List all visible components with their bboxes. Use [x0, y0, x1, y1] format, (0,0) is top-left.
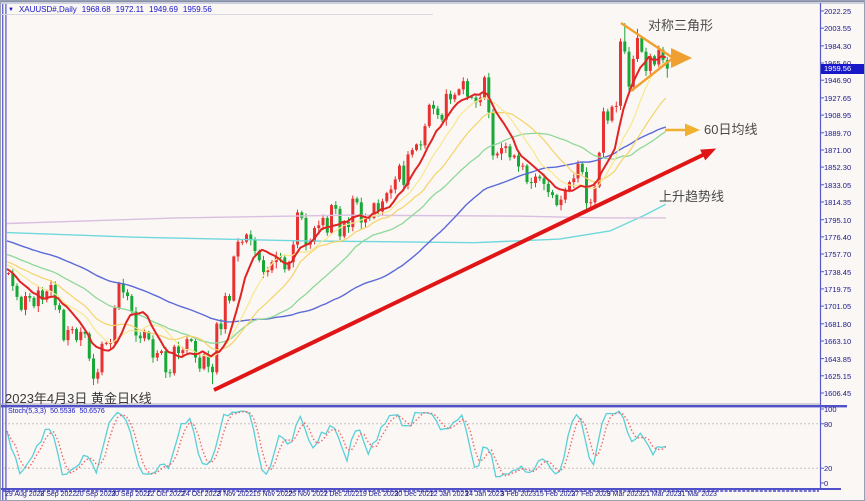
panel-splitter[interactable] — [1, 405, 847, 408]
price-axis-label: 1927.65 — [824, 93, 852, 103]
ma60-annotation-label[interactable]: 60日均线 — [704, 122, 758, 137]
price-axis-label: 1776.40 — [824, 232, 852, 242]
high-value: 1972.11 — [115, 5, 144, 14]
stoch-scale-axis[interactable]: 100 80 20 0 — [824, 401, 864, 489]
price-axis-label: 1663.10 — [824, 336, 852, 346]
stoch-d-value: 50.6576 — [79, 408, 105, 415]
price-axis-label: 2003.55 — [824, 24, 852, 34]
price-axis-label: 1738.45 — [824, 267, 852, 277]
date-axis-label: 8 Sep 2022 — [40, 491, 77, 498]
date-axis-label: 24 Jan 2023 — [465, 491, 504, 498]
price-axis[interactable]: 2022.25 2003.55 1984.30 1965.60 1946.90 1927.… — [824, 1, 864, 489]
symbol-period-label: XAUUSD#,Daily — [18, 5, 77, 14]
date-axis-label: 20 Sep 2022 — [75, 491, 116, 498]
date-axis-label: 27 Feb 2023 — [571, 491, 611, 498]
price-axis-label: 1833.05 — [824, 180, 852, 190]
date-axis-label: 24 Oct 2022 — [182, 491, 221, 498]
stoch-k-value: 50.5536 — [50, 408, 76, 415]
price-axis-label: 1814.35 — [824, 198, 852, 207]
date-axis-label: 25 Nov 2022 — [288, 491, 328, 498]
symmetrical-triangle-label[interactable]: 对称三角形 — [648, 18, 714, 33]
price-axis-label: 1681.80 — [824, 319, 852, 329]
date-axis-label: 3 Nov 2022 — [217, 491, 254, 498]
date-axis-label: 12 Jan 2023 — [429, 491, 469, 498]
date-axis-label: 7 Dec 2022 — [323, 491, 360, 498]
price-axis-label: 1871.00 — [824, 145, 852, 155]
uptrend-line[interactable] — [213, 148, 717, 392]
price-axis-label: 1908.95 — [824, 111, 852, 121]
ma60-arrow[interactable] — [665, 123, 700, 137]
ma34-green — [6, 130, 667, 344]
low-value: 1949.69 — [149, 5, 178, 14]
date-axis-label: 12 Oct 2022 — [146, 491, 185, 498]
current-price-tag: 1959.56 — [821, 63, 864, 74]
stoch-name: Stoch(5,3,3) — [8, 408, 47, 415]
price-axis-label: 1889.70 — [824, 128, 852, 138]
date-axis[interactable]: 29 Aug 2022 8 Sep 2022 20 Sep 2022 30 Sep 2… — [1, 489, 821, 500]
date-axis-label: 19 Dec 2022 — [359, 491, 399, 498]
date-axis-label: 29 Aug 2022 — [5, 491, 45, 498]
date-axis-label: 15 Feb 2023 — [536, 491, 576, 498]
date-axis-label: 15 Nov 2022 — [252, 491, 293, 498]
date-axis-label: 3 Feb 2023 — [500, 491, 537, 498]
close-value: 1959.56 — [182, 5, 212, 14]
left-border-line — [2, 4, 4, 500]
price-axis-label: 1757.70 — [824, 250, 852, 260]
title-underline — [1, 14, 433, 15]
price-axis-label: 1852.30 — [824, 163, 852, 173]
open-value: 1968.68 — [81, 5, 111, 14]
stoch-d-line — [6, 410, 667, 477]
ma250-lavender — [6, 214, 666, 225]
stoch-scale-label: 100 — [824, 405, 837, 414]
ma21-yellow — [6, 97, 667, 351]
price-axis-label: 1606.45 — [824, 389, 852, 398]
ma8-red — [6, 55, 667, 359]
stoch-scale-label: 0 — [824, 479, 829, 488]
price-axis-label: 1625.15 — [824, 371, 852, 381]
symbol-dropdown-icon[interactable]: ▼ — [8, 6, 14, 13]
price-axis-label: 1946.90 — [824, 76, 852, 86]
stoch-indicator-label: Stoch(5,3,3) 50.5536 50.6576 — [8, 408, 105, 415]
price-axis-label: 1795.10 — [824, 215, 852, 225]
date-note-label: 2023年4月3日 黄金日K线 — [5, 391, 152, 406]
stoch-scale-label: 80 — [824, 419, 833, 429]
ma120-cyan — [6, 203, 667, 244]
price-axis-label: 2022.25 — [824, 7, 852, 16]
price-axis-label: 1984.30 — [824, 41, 852, 51]
date-axis-label: 31 Mar 2023 — [677, 491, 717, 498]
date-axis-label: 9 Mar 2023 — [606, 491, 643, 498]
ma60-blue — [6, 126, 667, 323]
price-axis-label: 1965.60 — [824, 59, 851, 68]
chart-title: ▼ XAUUSD#,Daily 1968.68 1972.11 1949.69 … — [8, 4, 212, 15]
ma13-light-yellow — [6, 61, 667, 358]
stoch-scale-label: 20 — [824, 464, 833, 474]
price-axis-label: 1643.85 — [824, 354, 852, 364]
window-top-border — [1, 1, 864, 4]
date-axis-label: 21 Mar 2023 — [642, 491, 682, 498]
date-axis-label: 30 Dec 2022 — [394, 491, 435, 498]
date-axis-label: 30 Sep 2022 — [111, 491, 151, 498]
stoch-k-line — [6, 410, 666, 478]
price-axis-label: 1701.05 — [824, 302, 852, 312]
uptrend-line-label[interactable]: 上升趋势线 — [659, 189, 725, 204]
price-axis-label: 1719.75 — [824, 284, 852, 294]
symmetrical-triangle[interactable] — [620, 22, 692, 92]
